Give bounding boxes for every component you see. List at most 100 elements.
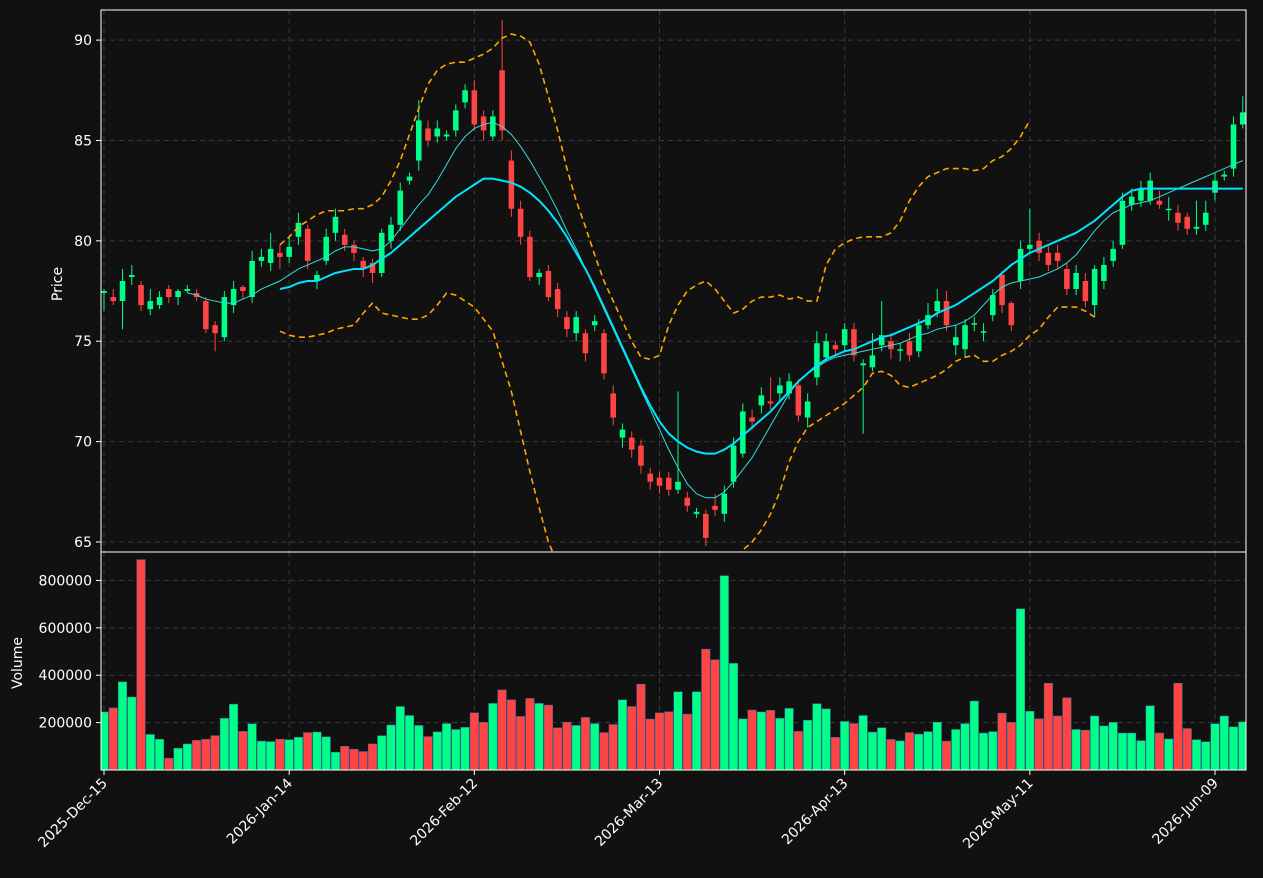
volume-bar: [960, 723, 970, 770]
candle: [582, 329, 589, 362]
candle-body: [1027, 244, 1033, 249]
candle-body: [795, 385, 802, 416]
candle-body: [332, 216, 339, 233]
candle-body: [508, 160, 515, 209]
volume-bar: [1108, 722, 1118, 770]
volume-bar: [580, 717, 590, 770]
candle-body: [1091, 268, 1098, 306]
volume-bar: [506, 699, 516, 770]
volume-bar: [340, 746, 350, 770]
volume-bar: [303, 732, 313, 770]
volume-bar: [895, 740, 905, 770]
candle: [527, 230, 533, 281]
volume-bar: [469, 712, 479, 770]
candle: [277, 244, 283, 269]
candle-body: [527, 236, 533, 277]
candle-body: [1073, 272, 1079, 290]
candle-body: [1054, 252, 1061, 261]
volume-bar: [155, 738, 165, 770]
volume-bar: [719, 575, 729, 770]
volume-bar: [312, 731, 322, 770]
volume-bar: [395, 706, 405, 770]
candle: [906, 333, 913, 362]
candle-body: [545, 270, 552, 298]
candle-body: [267, 248, 274, 263]
candle-body: [397, 190, 404, 225]
volume-bar: [238, 731, 248, 770]
candle: [656, 471, 663, 494]
price-y-tick-label: 90: [74, 33, 92, 49]
price-y-tick-label: 70: [74, 435, 92, 451]
candle: [249, 250, 255, 304]
volume-bar: [784, 708, 794, 770]
candle-body: [1082, 281, 1089, 302]
candle: [138, 281, 144, 312]
price-y-tick-label: 85: [74, 133, 92, 149]
volume-bar: [284, 739, 294, 770]
volume-bar: [1219, 715, 1229, 770]
candle: [360, 256, 367, 277]
volume-bar: [1053, 715, 1063, 770]
candle-body: [832, 345, 839, 350]
candle: [1082, 272, 1089, 308]
volume-bar: [617, 699, 627, 770]
volume-bar: [414, 725, 424, 770]
candle: [1165, 196, 1172, 221]
volume-bar: [525, 698, 535, 770]
candle-body: [304, 228, 311, 261]
candle-body: [943, 301, 950, 326]
volume-bar: [229, 703, 239, 770]
candle: [693, 507, 700, 518]
candle: [434, 120, 441, 143]
candle: [1101, 256, 1107, 290]
volume-bar: [423, 736, 433, 770]
candle-body: [203, 301, 209, 330]
volume-panel: 200000 400000 600000 800000 Volume: [10, 551, 1247, 771]
candle-body: [610, 393, 616, 418]
candle-body: [416, 120, 422, 161]
candle-body: [341, 234, 348, 245]
candle-body: [1101, 264, 1107, 281]
volume-bar: [1062, 697, 1072, 770]
candle-body: [897, 349, 903, 351]
price-panel: 65 70 75 80 85 90 Price: [50, 9, 1247, 553]
volume-bar: [1182, 728, 1192, 770]
volume-bar: [442, 723, 452, 770]
candle-body: [638, 445, 644, 466]
candle: [156, 291, 163, 310]
candle: [462, 84, 468, 109]
candle: [1239, 96, 1246, 129]
candle-body: [221, 297, 228, 338]
volume-bar: [849, 723, 859, 770]
candle: [665, 471, 672, 496]
candle: [628, 431, 635, 458]
candle-body: [869, 355, 876, 368]
volume-bar: [904, 732, 914, 770]
price-y-tick-label: 75: [74, 334, 92, 350]
candle: [804, 393, 811, 428]
candle: [758, 387, 765, 414]
volume-bar: [1080, 729, 1090, 770]
candle: [1045, 244, 1052, 271]
candle-body: [443, 134, 450, 137]
volume-bar: [830, 737, 840, 770]
candle-body: [249, 260, 255, 298]
candle: [610, 385, 616, 426]
candle-body: [1036, 240, 1042, 253]
candle: [795, 379, 802, 422]
volume-bar: [701, 648, 711, 770]
volume-bar: [932, 721, 942, 770]
candle-body: [675, 481, 681, 490]
volume-bar: [988, 731, 998, 770]
candle-body: [971, 323, 978, 325]
candle-body: [453, 110, 459, 131]
volume-bar: [1210, 723, 1220, 770]
volume-bar: [330, 751, 340, 770]
candle-body: [1184, 216, 1191, 229]
volume-bar: [358, 751, 368, 770]
candle-body: [110, 297, 117, 302]
candle-body: [314, 274, 320, 281]
candle-body: [721, 493, 728, 514]
candle-body: [1110, 248, 1116, 261]
volume-bar: [803, 719, 813, 770]
